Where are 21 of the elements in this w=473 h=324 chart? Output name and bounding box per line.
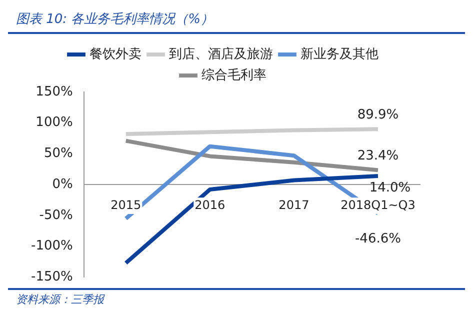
chart-title: 图表 10: 各业务毛利率情况（%） bbox=[8, 8, 465, 34]
y-tick-label: 0% bbox=[52, 176, 73, 192]
legend-label: 到店、酒店及旅游 bbox=[168, 46, 273, 62]
y-tick-label: 150% bbox=[36, 84, 73, 100]
x-tick-label: 2015 bbox=[110, 198, 142, 212]
data-label: 89.9% bbox=[357, 107, 399, 122]
y-tick-label: -150% bbox=[30, 270, 73, 285]
x-tick-label: 2018Q1~Q3 bbox=[340, 198, 416, 212]
data-label: 14.0% bbox=[369, 180, 411, 196]
x-tick-label: 2016 bbox=[194, 198, 226, 212]
y-tick-label: -100% bbox=[30, 238, 73, 254]
data-label: -46.6% bbox=[354, 232, 401, 247]
y-tick-label: -50% bbox=[39, 208, 73, 223]
text: 资料来源：三季报 bbox=[16, 293, 104, 306]
x-tick-label: 2017 bbox=[278, 198, 310, 212]
y-tick-label: 50% bbox=[44, 146, 73, 162]
legend-label: 新业务及其他 bbox=[300, 46, 378, 62]
y-tick-label: 100% bbox=[36, 115, 73, 130]
data-label: 23.4% bbox=[357, 148, 399, 164]
legend-label: 综合毛利率 bbox=[201, 66, 266, 83]
legend-label: 餐饮外卖 bbox=[89, 46, 142, 62]
